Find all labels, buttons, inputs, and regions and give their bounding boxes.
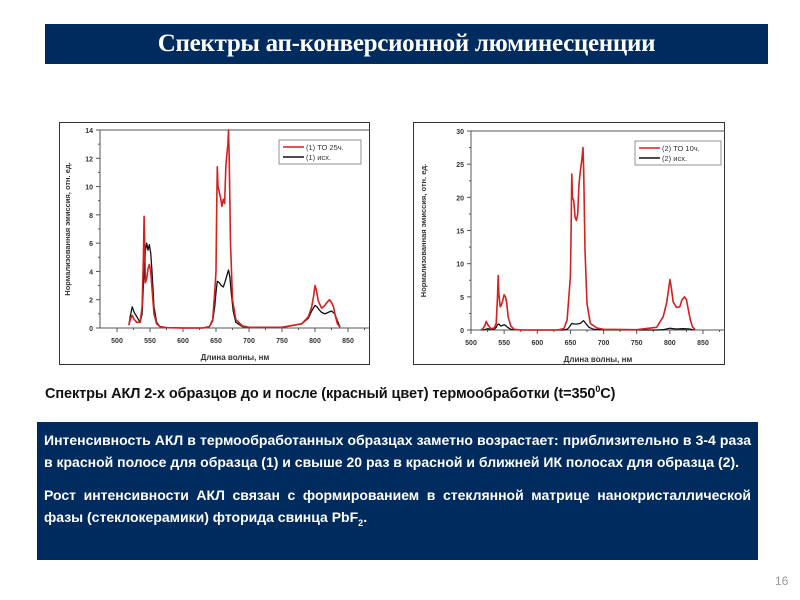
conclusion-paragraph-2: Рост интенсивности АКЛ связан с формиров… bbox=[44, 485, 751, 534]
svg-text:650: 650 bbox=[565, 340, 577, 347]
svg-text:0: 0 bbox=[460, 328, 464, 335]
svg-text:20: 20 bbox=[456, 195, 464, 202]
svg-text:850: 850 bbox=[342, 338, 354, 345]
svg-text:(1) ТО 25ч.: (1) ТО 25ч. bbox=[306, 143, 344, 152]
svg-text:30: 30 bbox=[456, 129, 464, 136]
svg-text:750: 750 bbox=[276, 338, 288, 345]
svg-text:6: 6 bbox=[89, 241, 93, 248]
paragraph-2-text: Рост интенсивности АКЛ связан с формиров… bbox=[44, 487, 751, 525]
svg-text:12: 12 bbox=[85, 156, 93, 163]
svg-text:600: 600 bbox=[531, 340, 543, 347]
svg-text:14: 14 bbox=[85, 128, 93, 135]
page-number: 16 bbox=[775, 574, 789, 588]
chart-1-plot: 0 2 4 6 8 10 12 14 500 550 600 650 700 750 800 850 Длина… bbox=[63, 128, 370, 362]
svg-text:(2) ТО 10ч.: (2) ТО 10ч. bbox=[662, 144, 700, 153]
caption-tail: C) bbox=[600, 385, 616, 402]
svg-text:4: 4 bbox=[89, 269, 93, 276]
svg-text:750: 750 bbox=[631, 340, 643, 347]
svg-text:0: 0 bbox=[89, 326, 93, 333]
svg-text:25: 25 bbox=[456, 162, 464, 169]
chart-sample-1: 0 2 4 6 8 10 12 14 500 550 600 650 700 750 800 850 Длина… bbox=[59, 122, 370, 365]
caption-superscript: 0 bbox=[595, 384, 601, 394]
slide-title-bar: Спектры ап-конверсионной люминесценции bbox=[45, 24, 768, 64]
svg-text:(2) исх.: (2) исх. bbox=[662, 154, 687, 163]
paragraph-2-end: . bbox=[363, 508, 368, 525]
figure-caption: Спектры АКЛ 2-х образцов до и после (кра… bbox=[45, 384, 765, 402]
svg-text:10: 10 bbox=[85, 185, 93, 192]
svg-text:850: 850 bbox=[697, 340, 709, 347]
svg-text:700: 700 bbox=[598, 340, 610, 347]
svg-text:Длина волны, нм: Длина волны, нм bbox=[564, 355, 633, 364]
svg-text:800: 800 bbox=[664, 340, 676, 347]
chart-2-plot: 0 5 10 15 20 25 30 500 550 600 650 700 750 800 850 Длин… bbox=[419, 129, 725, 364]
svg-text:10: 10 bbox=[456, 262, 464, 269]
svg-text:550: 550 bbox=[498, 340, 510, 347]
conclusion-paragraph-1: Интенсивность АКЛ в термообработанных об… bbox=[44, 432, 751, 470]
svg-text:700: 700 bbox=[243, 338, 255, 345]
svg-text:5: 5 bbox=[460, 295, 464, 302]
chart-sample-2: 0 5 10 15 20 25 30 500 550 600 650 700 750 800 850 Длин… bbox=[413, 122, 725, 365]
svg-text:500: 500 bbox=[465, 340, 477, 347]
svg-text:600: 600 bbox=[177, 338, 189, 345]
svg-text:(1) исх.: (1) исх. bbox=[306, 153, 331, 162]
slide-title: Спектры ап-конверсионной люминесценции bbox=[157, 30, 656, 57]
svg-text:Нормализованная эмиссия, отн.: Нормализованная эмиссия, отн. ед. bbox=[63, 162, 72, 295]
svg-text:500: 500 bbox=[111, 338, 123, 345]
caption-text: Спектры АКЛ 2-х образцов до и после (кра… bbox=[45, 385, 596, 402]
svg-text:8: 8 bbox=[89, 213, 93, 220]
svg-text:15: 15 bbox=[456, 229, 464, 236]
svg-text:550: 550 bbox=[144, 338, 156, 345]
svg-text:800: 800 bbox=[309, 338, 321, 345]
conclusion-box: Интенсивность АКЛ в термообработанных об… bbox=[37, 422, 758, 560]
svg-text:Длина волны, нм: Длина волны, нм bbox=[201, 353, 270, 362]
svg-text:2: 2 bbox=[89, 298, 93, 305]
svg-text:Нормализованная эмиссия, отн.: Нормализованная эмиссия, отн. ед. bbox=[419, 164, 428, 297]
svg-text:650: 650 bbox=[210, 338, 222, 345]
subscript-2: 2 bbox=[358, 517, 364, 528]
